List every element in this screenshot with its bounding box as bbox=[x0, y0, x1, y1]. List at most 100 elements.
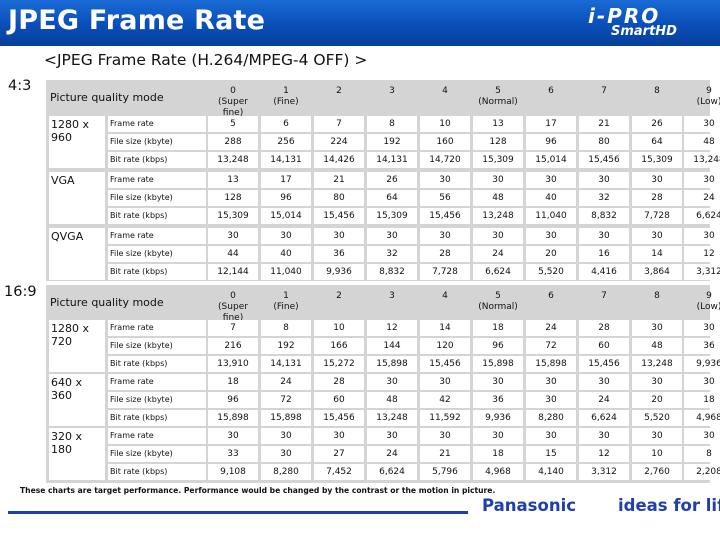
resolution-label: 1280 x 720 bbox=[49, 320, 105, 372]
table-cell: 32 bbox=[367, 246, 417, 262]
table-cell: 40 bbox=[526, 190, 576, 206]
table-cell: 15,456 bbox=[579, 356, 629, 372]
table-cell: 30 bbox=[208, 228, 258, 244]
table-cell: 30 bbox=[473, 172, 523, 188]
table-cell: 24 bbox=[473, 246, 523, 262]
quality-header-5: 5 (Normal) bbox=[475, 291, 521, 321]
table-cell: 3,864 bbox=[632, 264, 682, 280]
table-cell: 30 bbox=[579, 428, 629, 444]
table-cell: 192 bbox=[261, 338, 311, 354]
footnote: These charts are target performance. Per… bbox=[20, 486, 496, 495]
table-cell: 32 bbox=[579, 190, 629, 206]
table-cell: 18 bbox=[473, 446, 523, 462]
table-cell: 256 bbox=[261, 134, 311, 150]
table-cell: 18 bbox=[684, 392, 720, 408]
table-cell: 166 bbox=[314, 338, 364, 354]
table-cell: 15,309 bbox=[632, 152, 682, 168]
table-cell: 3,312 bbox=[684, 264, 720, 280]
table-cell: 28 bbox=[420, 246, 470, 262]
resolution-label: 640 x 360 bbox=[49, 374, 105, 426]
table-cell: 13,248 bbox=[473, 208, 523, 224]
table-cell: 15,456 bbox=[314, 208, 364, 224]
row-label: Frame rate bbox=[108, 428, 206, 444]
table-cell: 27 bbox=[314, 446, 364, 462]
table-cell: 96 bbox=[208, 392, 258, 408]
row-label: File size (kbyte) bbox=[108, 338, 206, 354]
table-cell: 40 bbox=[261, 246, 311, 262]
quality-header-subtitle: (Super fine) bbox=[218, 302, 248, 323]
table-cell: 36 bbox=[473, 392, 523, 408]
table-cell: 5,520 bbox=[632, 410, 682, 426]
table-cell: 17 bbox=[261, 172, 311, 188]
picture-quality-label: Picture quality mode bbox=[50, 91, 164, 104]
row-label: File size (kbyte) bbox=[108, 190, 206, 206]
table-cell: 5 bbox=[208, 116, 258, 132]
header-bar: JPEG Frame Rate i-PRO SmartHD bbox=[0, 0, 720, 46]
table-cell: 160 bbox=[420, 134, 470, 150]
table-cell: 7 bbox=[208, 320, 258, 336]
table-cell: 21 bbox=[579, 116, 629, 132]
table-cell: 9,936 bbox=[314, 264, 364, 280]
row-label: File size (kbyte) bbox=[108, 246, 206, 262]
quality-header-9: 9 (Low) bbox=[686, 291, 720, 321]
row-label: Bit rate (kbps) bbox=[108, 208, 206, 224]
table-cell: 14 bbox=[420, 320, 470, 336]
table-cell: 30 bbox=[632, 172, 682, 188]
quality-header-number: 8 bbox=[654, 86, 660, 96]
table-cell: 15,456 bbox=[420, 208, 470, 224]
table-cell: 30 bbox=[684, 116, 720, 132]
table-cell: 30 bbox=[261, 228, 311, 244]
table-cell: 26 bbox=[632, 116, 682, 132]
table-cell: 30 bbox=[526, 228, 576, 244]
table-cell: 15,898 bbox=[367, 356, 417, 372]
quality-header-number: 4 bbox=[442, 291, 448, 301]
table-cell: 64 bbox=[632, 134, 682, 150]
table-cell: 3,312 bbox=[579, 464, 629, 480]
quality-header-8: 8 bbox=[634, 291, 680, 321]
quality-header-7: 7 bbox=[581, 86, 627, 116]
table-cell: 48 bbox=[367, 392, 417, 408]
quality-header-8: 8 bbox=[634, 86, 680, 116]
quality-header-number: 0 bbox=[230, 86, 236, 96]
table-cell: 30 bbox=[208, 428, 258, 444]
table-cell: 30 bbox=[420, 428, 470, 444]
table-cell: 4,968 bbox=[684, 410, 720, 426]
table-cell: 14,131 bbox=[261, 356, 311, 372]
table-cell: 128 bbox=[473, 134, 523, 150]
ipro-logo: i-PRO bbox=[588, 4, 661, 28]
table-cell: 12 bbox=[684, 246, 720, 262]
quality-header-0: 0 (Super fine) bbox=[210, 86, 256, 118]
quality-header-number: 3 bbox=[389, 291, 395, 301]
table-cell: 7 bbox=[314, 116, 364, 132]
table-cell: 15,014 bbox=[261, 208, 311, 224]
row-label: Bit rate (kbps) bbox=[108, 410, 206, 426]
table-cell: 6,624 bbox=[473, 264, 523, 280]
table-cell: 30 bbox=[632, 320, 682, 336]
table-cell: 224 bbox=[314, 134, 364, 150]
table-cell: 60 bbox=[314, 392, 364, 408]
quality-header-number: 6 bbox=[548, 86, 554, 96]
table-cell: 4,416 bbox=[579, 264, 629, 280]
quality-header-subtitle: (Super fine) bbox=[218, 97, 248, 118]
row-label: Frame rate bbox=[108, 172, 206, 188]
row-label: Frame rate bbox=[108, 320, 206, 336]
table-cell: 5,796 bbox=[420, 464, 470, 480]
row-label: Bit rate (kbps) bbox=[108, 264, 206, 280]
table-cell: 14 bbox=[632, 246, 682, 262]
table-cell: 24 bbox=[526, 320, 576, 336]
table-cell: 21 bbox=[420, 446, 470, 462]
table-cell: 30 bbox=[473, 374, 523, 390]
table-cell: 7,728 bbox=[420, 264, 470, 280]
table-cell: 9,108 bbox=[208, 464, 258, 480]
table-cell: 72 bbox=[526, 338, 576, 354]
brand-slogan: ideas for life bbox=[618, 496, 720, 515]
table-cell: 9,936 bbox=[473, 410, 523, 426]
table-cell: 2,760 bbox=[632, 464, 682, 480]
quality-header-number: 3 bbox=[389, 86, 395, 96]
quality-header-6: 6 bbox=[528, 86, 574, 116]
quality-header-number: 9 bbox=[706, 291, 712, 301]
table-cell: 15,456 bbox=[420, 356, 470, 372]
table-cell: 24 bbox=[579, 392, 629, 408]
table-cell: 7,452 bbox=[314, 464, 364, 480]
table-cell: 15,272 bbox=[314, 356, 364, 372]
